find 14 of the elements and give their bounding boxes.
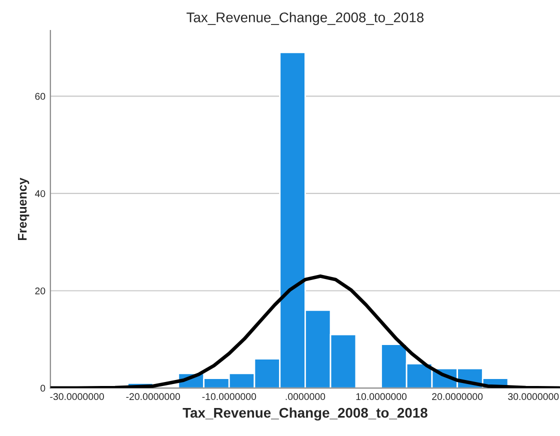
x-tick-label: 30.0000000: [508, 393, 559, 400]
y-tick-label: 40: [34, 190, 46, 198]
x-tick-label: -20.0000000: [126, 393, 180, 400]
x-tick-label: .0000000: [286, 393, 326, 400]
x-tick-label: 10.0000000: [356, 393, 407, 400]
y-axis-title: Frequency: [18, 178, 30, 240]
y-tick-label: 0: [40, 384, 46, 392]
x-axis-title: Tax_Revenue_Change_2008_to_2018: [182, 408, 428, 421]
x-tick-label: -30.0000000: [50, 393, 104, 400]
y-tick-label: 60: [35, 92, 46, 100]
chart-title: Tax_Revenue_Change_2008_to_2018: [186, 12, 424, 26]
x-tick-label: 20.0000000: [432, 393, 483, 400]
x-tick-label: -10.0000000: [202, 393, 256, 400]
y-tick-label: 20: [35, 287, 46, 294]
